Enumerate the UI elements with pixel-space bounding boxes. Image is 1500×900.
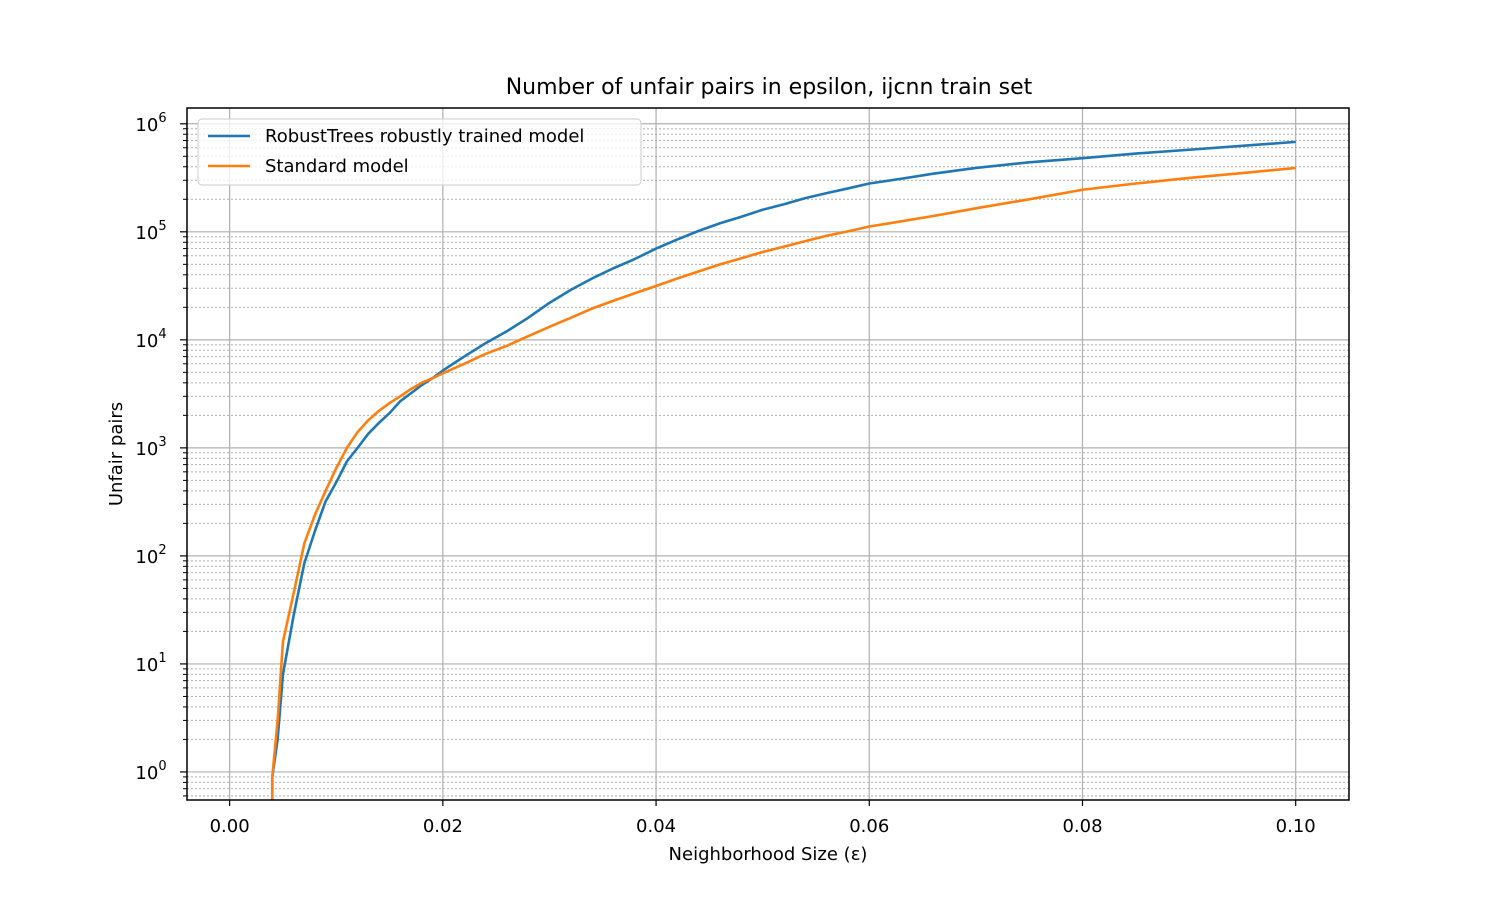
y-tick-label: 101 (135, 651, 166, 676)
legend: RobustTrees robustly trained model Standa… (197, 118, 642, 186)
y-axis: 100 101 102 103 104 105 106 (135, 111, 187, 797)
y-tick-label: 106 (135, 111, 166, 136)
legend-label-1: RobustTrees robustly trained model (265, 126, 584, 147)
plot-frame (186, 107, 1350, 801)
legend-box (197, 118, 642, 186)
y-tick-label: 103 (135, 435, 166, 460)
plot-background (187, 108, 1349, 800)
legend-items: RobustTrees robustly trained model Standa… (208, 126, 584, 177)
y-tick-label: 104 (135, 327, 166, 352)
x-tick-label: 0.06 (849, 816, 889, 837)
y-tick-label: 102 (135, 543, 166, 568)
y-tick-label: 105 (135, 219, 166, 244)
y-tick-label: 100 (135, 759, 166, 784)
x-tick-label: 0.02 (423, 816, 463, 837)
minor-gridlines (187, 128, 1349, 797)
x-axis: 0.00 0.02 0.04 0.06 0.08 0.10 (210, 800, 1316, 837)
plot-area (186, 107, 1350, 801)
x-tick-label: 0.04 (636, 816, 676, 837)
chart-title: Number of unfair pairs in epsilon, ijcnn… (506, 75, 1033, 100)
x-axis-label: Neighborhood Size (ε) (669, 844, 868, 865)
x-tick-label: 0.10 (1276, 816, 1316, 837)
legend-label-2: Standard model (265, 156, 409, 177)
series-line-1 (270, 140, 1296, 800)
x-tick-label: 0.00 (210, 816, 250, 837)
series-line-2 (270, 166, 1296, 800)
x-tick-label: 0.08 (1062, 816, 1102, 837)
series-layer (270, 140, 1296, 800)
y-axis-label: Unfair pairs (106, 402, 127, 506)
